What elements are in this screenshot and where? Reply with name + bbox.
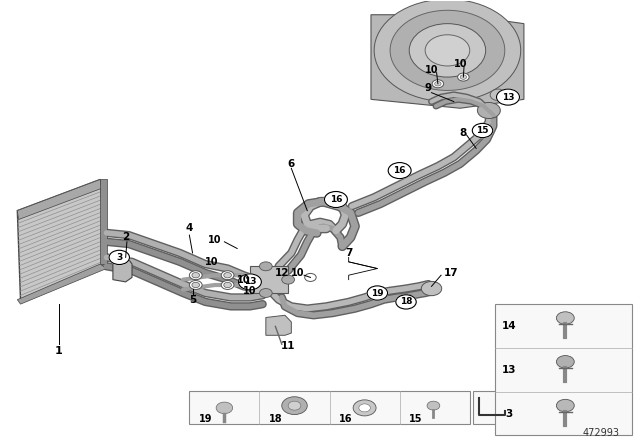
Text: 7: 7	[345, 248, 353, 258]
Polygon shape	[100, 180, 106, 264]
Circle shape	[425, 35, 470, 66]
Polygon shape	[17, 180, 101, 220]
Text: 5: 5	[189, 295, 196, 305]
Circle shape	[282, 275, 294, 284]
Circle shape	[367, 286, 388, 300]
Circle shape	[397, 294, 414, 306]
Circle shape	[472, 123, 493, 138]
Circle shape	[477, 103, 500, 118]
Text: 10: 10	[453, 59, 467, 69]
Text: 19: 19	[198, 414, 212, 424]
Text: 18: 18	[400, 297, 412, 306]
Circle shape	[189, 280, 202, 289]
Text: 17: 17	[444, 268, 458, 278]
Text: 2: 2	[122, 233, 129, 242]
Circle shape	[324, 191, 348, 207]
Circle shape	[427, 401, 440, 410]
Text: 8: 8	[460, 128, 467, 138]
Circle shape	[221, 271, 234, 280]
Polygon shape	[113, 255, 132, 282]
Circle shape	[305, 273, 316, 281]
FancyBboxPatch shape	[189, 391, 470, 424]
Text: 10: 10	[237, 275, 250, 284]
Circle shape	[324, 191, 348, 207]
Text: 10: 10	[291, 268, 305, 278]
Text: 3: 3	[506, 409, 513, 418]
Text: 13: 13	[502, 93, 514, 102]
Circle shape	[244, 275, 256, 284]
Circle shape	[432, 80, 444, 88]
Text: 472993: 472993	[582, 428, 620, 438]
Text: 6: 6	[288, 159, 295, 169]
Circle shape	[390, 10, 505, 90]
Text: 10: 10	[205, 257, 218, 267]
Circle shape	[497, 89, 520, 105]
Text: 14: 14	[502, 321, 516, 331]
Circle shape	[239, 274, 261, 290]
Circle shape	[221, 280, 234, 289]
Circle shape	[556, 312, 574, 324]
Text: 9: 9	[425, 83, 432, 93]
Text: 16: 16	[339, 414, 352, 424]
Text: 15: 15	[409, 414, 422, 424]
Circle shape	[369, 287, 386, 299]
Circle shape	[460, 75, 467, 79]
Text: 15: 15	[476, 126, 489, 135]
Circle shape	[216, 402, 233, 414]
Circle shape	[189, 271, 202, 280]
Circle shape	[259, 262, 272, 271]
Circle shape	[490, 89, 507, 101]
Circle shape	[288, 401, 301, 410]
Text: 4: 4	[186, 224, 193, 233]
Text: 10: 10	[425, 65, 438, 75]
Circle shape	[330, 195, 342, 204]
Circle shape	[353, 400, 376, 416]
Circle shape	[409, 24, 486, 77]
FancyBboxPatch shape	[473, 391, 511, 424]
Circle shape	[224, 272, 232, 278]
Text: 16: 16	[394, 166, 406, 175]
Text: 10: 10	[243, 286, 257, 296]
Circle shape	[556, 356, 574, 368]
Polygon shape	[17, 180, 106, 300]
Text: 1: 1	[55, 346, 63, 356]
Circle shape	[474, 125, 491, 136]
Polygon shape	[250, 266, 288, 293]
Circle shape	[435, 82, 441, 86]
Text: 10: 10	[208, 235, 221, 245]
Circle shape	[421, 281, 442, 296]
Circle shape	[359, 404, 371, 412]
FancyBboxPatch shape	[495, 304, 632, 435]
Circle shape	[109, 250, 129, 264]
Text: 13: 13	[244, 277, 256, 286]
Text: 3: 3	[116, 253, 122, 262]
Polygon shape	[17, 264, 106, 304]
Text: 18: 18	[269, 414, 282, 424]
Polygon shape	[266, 315, 291, 335]
Polygon shape	[371, 15, 524, 108]
Circle shape	[556, 399, 574, 412]
Circle shape	[396, 295, 416, 309]
Circle shape	[388, 163, 411, 179]
Circle shape	[192, 282, 200, 288]
Circle shape	[192, 272, 200, 278]
Text: 12: 12	[275, 268, 289, 278]
Circle shape	[374, 0, 521, 102]
Text: 11: 11	[281, 341, 296, 351]
Text: 19: 19	[371, 289, 383, 297]
Circle shape	[259, 289, 272, 297]
Text: 16: 16	[330, 195, 342, 204]
Circle shape	[458, 73, 469, 81]
Circle shape	[282, 397, 307, 414]
Text: 13: 13	[502, 365, 516, 375]
Circle shape	[224, 282, 232, 288]
